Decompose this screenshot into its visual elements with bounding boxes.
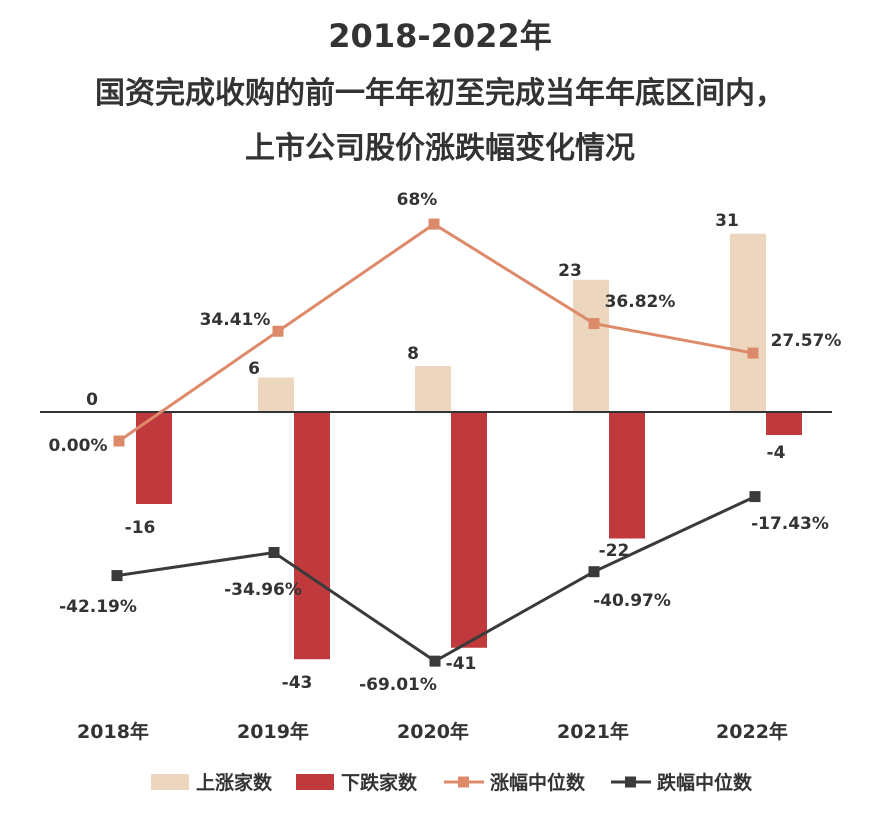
x-tick-label-4: 2021年	[557, 720, 629, 743]
rise-median-marker-3	[428, 218, 440, 230]
up-bar-label-2: 6	[248, 359, 260, 379]
down-bar-label-4: -22	[599, 541, 630, 561]
rise-median-label-3: 68%	[397, 190, 438, 210]
chart-title: 2018-2022年 国资完成收购的前一年年初至完成当年年底区间内， 上市公司股…	[95, 17, 785, 166]
fall-median-marker-1	[111, 570, 123, 582]
up-bar-2	[258, 377, 294, 412]
rise-median-label-2: 34.41%	[200, 310, 271, 330]
legend-label-rise: 涨幅中位数	[490, 771, 586, 794]
median-lines	[111, 218, 761, 667]
down-bars	[136, 412, 802, 660]
legend-label-fall: 跌幅中位数	[657, 771, 753, 794]
fall-median-label-2: -34.96%	[224, 580, 302, 600]
fall-median-marker-2	[268, 547, 280, 559]
x-axis-ticks: 2018年 2019年 2020年 2021年 2022年	[77, 720, 788, 743]
down-bar-label-3: -41	[446, 654, 477, 674]
up-bar-label-5: 31	[715, 211, 739, 231]
rise-median-label-4: 36.82%	[605, 292, 676, 312]
up-bar-label-3: 8	[407, 344, 419, 364]
fall-median-marker-3	[429, 655, 441, 667]
fall-median-label-1: -42.19%	[59, 597, 137, 617]
chart-title-line-3: 上市公司股价涨跌幅变化情况	[245, 131, 635, 166]
chart-title-line-2: 国资完成收购的前一年年初至完成当年年底区间内，	[95, 76, 785, 111]
down-bar-label-2: -43	[282, 673, 313, 693]
x-tick-label-2: 2019年	[237, 720, 309, 743]
down-bar-4	[609, 412, 645, 539]
legend-swatch-fall-marker	[625, 776, 636, 788]
legend-label-up: 上涨家数	[196, 771, 273, 794]
rise-median-marker-2	[272, 325, 284, 337]
legend-label-down: 下跌家数	[341, 771, 418, 794]
fall-median-label-5: -17.43%	[751, 514, 829, 534]
data-labels: 0 6 8 23 31 -16 -43 -41 -22 -4 0.00% 34.41% 68% 36.82…	[49, 190, 842, 695]
fall-median-line	[116, 495, 756, 663]
x-tick-label-3: 2020年	[397, 720, 469, 743]
down-bar-3	[451, 412, 487, 648]
rise-median-marker-4	[588, 318, 600, 330]
fall-median-label-3: -69.01%	[359, 675, 437, 695]
rise-median-marker-1	[113, 435, 125, 447]
up-bar-5	[730, 233, 766, 412]
fall-median-marker-5	[749, 491, 761, 503]
down-bar-label-5: -4	[767, 443, 786, 463]
fall-median-label-4: -40.97%	[593, 591, 671, 611]
chart-title-line-1: 2018-2022年	[328, 17, 551, 55]
rise-median-label-1: 0.00%	[49, 436, 108, 456]
down-bar-2	[294, 412, 330, 660]
up-bars	[258, 233, 766, 412]
down-bar-label-1: -16	[125, 518, 156, 538]
legend-swatch-rise-marker	[458, 776, 469, 788]
down-bar-5	[766, 412, 802, 435]
legend-swatch-up	[151, 774, 189, 790]
down-bar-1	[136, 412, 172, 504]
up-bar-label-1: 0	[86, 390, 98, 410]
rise-median-marker-5	[747, 347, 759, 359]
up-bar-label-4: 23	[558, 261, 582, 281]
rise-median-label-5: 27.57%	[771, 331, 842, 351]
legend: 上涨家数 下跌家数 涨幅中位数 跌幅中位数	[151, 771, 753, 794]
x-tick-label-5: 2022年	[716, 720, 788, 743]
up-bar-3	[415, 366, 451, 412]
up-bar-4	[573, 279, 609, 412]
fall-median-marker-4	[588, 566, 600, 578]
legend-swatch-down	[296, 774, 334, 790]
x-tick-label-1: 2018年	[77, 720, 149, 743]
